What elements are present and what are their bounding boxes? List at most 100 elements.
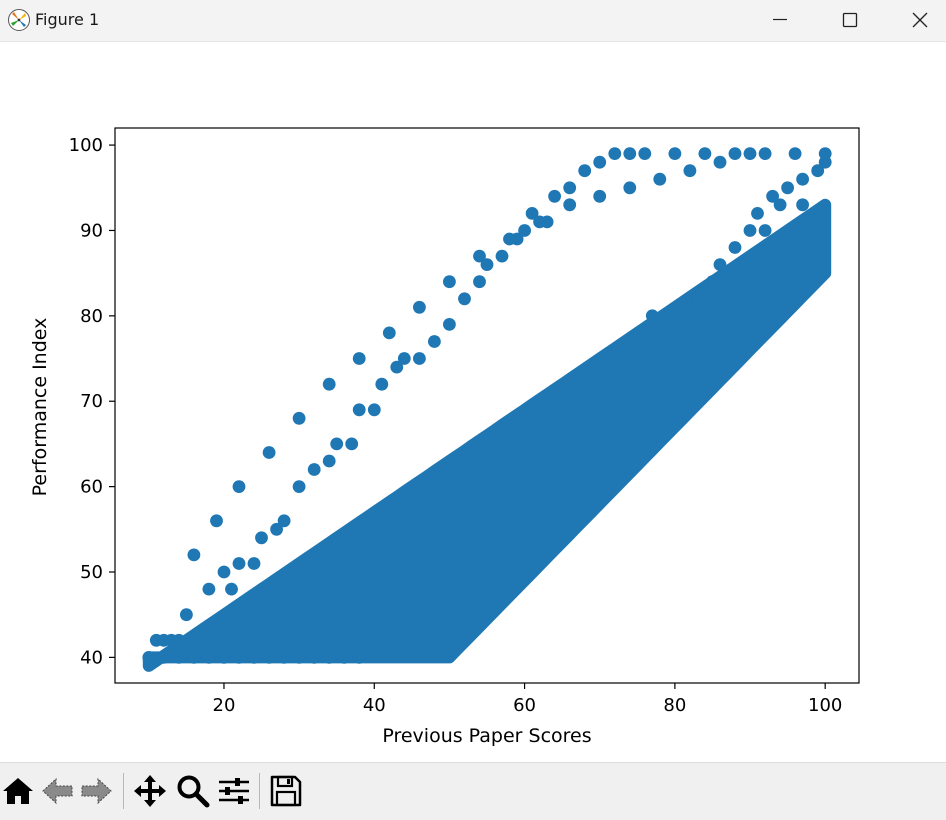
scatter-point xyxy=(247,557,261,570)
scatter-chart: 20 40 60 80 100 40 50 60 70 80 90 100 Previous Pap… xyxy=(29,127,860,747)
scatter-point xyxy=(375,625,389,639)
scatter-point xyxy=(736,258,749,271)
home-button[interactable] xyxy=(0,773,36,809)
scatter-point xyxy=(533,215,546,229)
configure-subplots-button[interactable] xyxy=(216,773,252,809)
scatter-point xyxy=(465,531,479,545)
scatter-point xyxy=(758,224,772,237)
window-titlebar: Figure 1 xyxy=(0,0,946,42)
scatter-point xyxy=(691,292,704,306)
scatter-point xyxy=(540,454,554,468)
scatter-point xyxy=(225,582,238,596)
scatter-point xyxy=(721,275,734,289)
scatter-point xyxy=(683,309,697,323)
scatter-point xyxy=(428,335,441,348)
y-tick-label: 90 xyxy=(80,220,103,241)
close-button[interactable] xyxy=(897,0,943,41)
minimize-button[interactable] xyxy=(757,0,803,41)
scatter-point xyxy=(751,207,764,220)
scatter-point xyxy=(743,224,757,237)
y-tick-label: 70 xyxy=(80,391,103,412)
scatter-point xyxy=(458,548,471,562)
scatter-point xyxy=(623,181,637,195)
y-axis: 40 50 60 70 80 90 100 xyxy=(69,135,115,668)
scatter-point xyxy=(796,198,809,212)
plot-frame xyxy=(114,127,860,684)
scatter-point xyxy=(202,651,216,664)
x-axis: 20 40 60 80 100 xyxy=(213,683,842,716)
scatter-point xyxy=(367,608,381,622)
scatter-point xyxy=(443,318,456,331)
scatter-point xyxy=(698,147,712,160)
matplotlib-logo-icon xyxy=(8,9,30,31)
scatter-point xyxy=(382,326,396,340)
scatter-point xyxy=(548,189,561,203)
scatter-point xyxy=(232,557,246,570)
scatter-point xyxy=(630,360,644,374)
figure-canvas[interactable]: 20 40 60 80 100 40 50 60 70 80 90 100 Previous Pap… xyxy=(0,42,946,762)
scatter-point xyxy=(307,651,321,664)
scatter-point xyxy=(766,189,779,203)
scatter-point xyxy=(413,300,426,314)
scatter-point xyxy=(713,155,727,169)
back-button[interactable] xyxy=(40,773,76,809)
scatter-point xyxy=(142,651,156,664)
scatter-point xyxy=(623,147,637,160)
window-title: Figure 1 xyxy=(35,10,100,29)
scatter-point xyxy=(743,147,757,160)
forward-button[interactable] xyxy=(78,773,114,809)
scatter-point xyxy=(600,377,614,391)
scatter-point xyxy=(563,198,577,212)
scatter-point xyxy=(420,591,434,604)
scatter-point xyxy=(593,155,607,169)
scatter-point xyxy=(773,198,787,212)
pan-button[interactable] xyxy=(132,773,168,809)
scatter-point xyxy=(578,164,592,178)
y-tick-label: 60 xyxy=(80,477,103,498)
scatter-point xyxy=(157,651,171,664)
scatter-point xyxy=(811,164,825,178)
scatter-point xyxy=(367,642,381,656)
save-button[interactable] xyxy=(268,773,304,809)
scatter-point xyxy=(668,147,682,160)
scatter-point xyxy=(638,147,652,160)
scatter-point xyxy=(428,574,441,587)
scatter-point xyxy=(480,514,494,528)
scatter-density-band xyxy=(142,198,832,672)
scatter-point xyxy=(563,420,577,434)
toolbar-separator xyxy=(123,773,124,809)
zoom-button[interactable] xyxy=(175,773,211,809)
scatter-point xyxy=(322,651,336,664)
scatter-point xyxy=(781,181,794,195)
scatter-point xyxy=(330,437,344,451)
scatter-points xyxy=(142,147,832,664)
scatter-point xyxy=(593,386,607,400)
scatter-point xyxy=(683,164,697,178)
scatter-point xyxy=(645,343,659,357)
scatter-point xyxy=(578,403,592,417)
scatter-point xyxy=(202,582,216,596)
x-tick-label: 20 xyxy=(213,695,236,716)
close-icon xyxy=(912,12,928,28)
floppy-disk-icon xyxy=(270,775,302,807)
scatter-point xyxy=(796,172,809,186)
scatter-point xyxy=(180,608,193,622)
scatter-point xyxy=(322,377,336,391)
scatter-point xyxy=(413,574,426,587)
maximize-button[interactable] xyxy=(827,0,873,41)
scatter-point xyxy=(563,181,577,195)
scatter-point xyxy=(758,147,772,160)
scatter-point xyxy=(217,565,231,579)
scatter-point xyxy=(518,224,531,237)
scatter-point xyxy=(247,651,261,664)
scatter-point xyxy=(608,147,622,160)
scatter-point xyxy=(585,394,599,408)
scatter-point xyxy=(390,582,404,596)
scatter-point xyxy=(262,651,276,664)
scatter-point xyxy=(473,275,486,289)
scatter-point xyxy=(232,480,246,493)
forward-arrow-icon xyxy=(81,777,112,805)
scatter-point xyxy=(172,633,186,647)
scatter-point xyxy=(495,249,509,263)
scatter-point xyxy=(352,352,366,365)
